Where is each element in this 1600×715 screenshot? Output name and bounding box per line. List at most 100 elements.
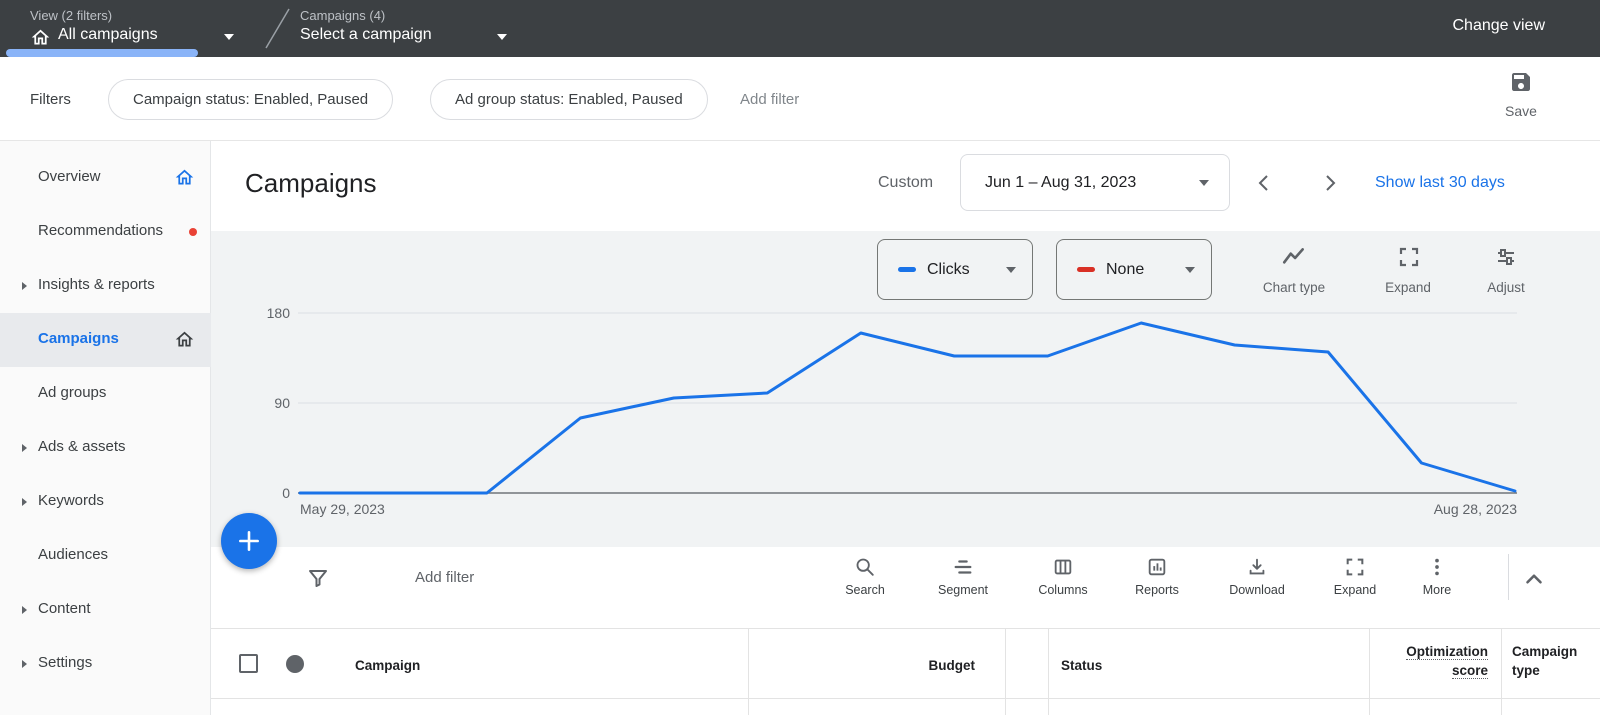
sidebar-item-insights-reports[interactable]: Insights & reports [0, 259, 211, 313]
caret-down-icon [1006, 267, 1016, 273]
metric-color-swatch [1077, 267, 1095, 272]
view-scope-eyebrow: View (2 filters) [30, 8, 112, 23]
google-ads-campaigns-page: View (2 filters) All campaigns Campaigns… [0, 0, 1600, 715]
sidebar-item-campaigns[interactable]: Campaigns [0, 313, 211, 367]
filter-funnel-icon[interactable] [306, 566, 330, 590]
expand-arrow-icon [22, 606, 27, 614]
sidebar-item-recommendations[interactable]: Recommendations [0, 205, 211, 259]
metric-color-swatch [898, 267, 916, 272]
save-label: Save [1497, 103, 1545, 119]
filter-bar: Filters Campaign status: Enabled, Paused… [0, 57, 1600, 141]
filter-chip-adgroup-status[interactable]: Ad group status: Enabled, Paused [430, 79, 708, 120]
chart-adjust-button[interactable]: Adjust [1471, 245, 1541, 299]
primary-metric-dropdown[interactable]: Clicks [877, 239, 1033, 300]
view-scope-label: All campaigns [58, 26, 158, 44]
more-vertical-icon [1426, 556, 1448, 578]
column-header-campaign[interactable]: Campaign [355, 656, 420, 675]
home-icon [174, 329, 195, 350]
primary-metric-label: Clicks [927, 261, 1006, 279]
filters-label: Filters [30, 91, 71, 108]
column-header-budget[interactable]: Budget [760, 656, 975, 675]
caret-down-icon [1185, 267, 1195, 273]
sidebar-item-overview[interactable]: Overview [0, 151, 211, 205]
y-axis-tick-0: 0 [250, 485, 290, 501]
new-campaign-button[interactable] [221, 513, 277, 569]
search-button[interactable]: Search [820, 552, 910, 608]
download-icon [1246, 556, 1268, 578]
x-axis-label-end: Aug 28, 2023 [1405, 501, 1517, 517]
campaign-scope-label: Select a campaign [300, 26, 432, 44]
change-view-button[interactable]: Change view [1400, 17, 1545, 35]
chart-type-button[interactable]: Chart type [1251, 245, 1337, 299]
columns-icon [1052, 556, 1074, 578]
view-scope-selector[interactable]: All campaigns [8, 22, 258, 52]
reports-button[interactable]: Reports [1112, 552, 1202, 608]
show-last-30-days-link[interactable]: Show last 30 days [1375, 174, 1505, 192]
home-icon [30, 27, 51, 48]
x-axis-label-start: May 29, 2023 [300, 501, 385, 517]
add-filter-input[interactable]: Add filter [740, 91, 799, 108]
column-divider [1005, 629, 1006, 715]
home-icon [174, 167, 195, 188]
status-circle-icon[interactable] [286, 655, 304, 673]
toolbar-divider [1508, 554, 1509, 600]
sidebar-item-ads-assets[interactable]: Ads & assets [0, 421, 211, 475]
column-divider [1501, 629, 1502, 715]
y-axis-tick-180: 180 [250, 305, 290, 321]
columns-button[interactable]: Columns [1018, 552, 1108, 608]
column-divider [1369, 629, 1370, 715]
secondary-metric-dropdown[interactable]: None [1056, 239, 1212, 300]
chart-expand-button[interactable]: Expand [1373, 245, 1443, 299]
expand-arrow-icon [22, 498, 27, 506]
clicks-series-line [300, 323, 1515, 493]
sidebar-item-settings[interactable]: Settings [0, 637, 211, 691]
column-divider [748, 629, 749, 715]
select-all-checkbox[interactable] [239, 654, 258, 673]
column-header-status[interactable]: Status [1061, 656, 1102, 675]
adjust-sliders-icon [1494, 245, 1518, 269]
table-add-filter-button[interactable]: Add filter [415, 569, 474, 586]
top-navigation-bar: View (2 filters) All campaigns Campaigns… [0, 0, 1600, 57]
campaigns-table-header: Campaign Budget Status Optimization scor… [211, 629, 1600, 699]
breadcrumb-separator-icon [260, 6, 294, 51]
collapse-chart-chevron-up[interactable] [1521, 566, 1547, 592]
column-header-campaign-type[interactable]: Campaign type [1512, 642, 1600, 680]
expand-icon [1397, 245, 1421, 269]
caret-down-icon [1199, 180, 1209, 186]
save-filters-button[interactable]: Save [1497, 70, 1545, 128]
caret-down-icon [497, 34, 507, 40]
sidebar-item-keywords[interactable]: Keywords [0, 475, 211, 529]
expand-arrow-icon [22, 660, 27, 668]
filter-chip-campaign-status[interactable]: Campaign status: Enabled, Paused [108, 79, 393, 120]
column-divider [1048, 629, 1049, 715]
previous-period-button[interactable] [1252, 171, 1276, 195]
segment-icon [952, 556, 974, 578]
table-toolbar: Add filter Search Segment Columns Report… [211, 547, 1600, 629]
next-period-button[interactable] [1318, 171, 1342, 195]
column-header-optimization-score[interactable]: Optimization score [1369, 642, 1488, 680]
segment-button[interactable]: Segment [918, 552, 1008, 608]
sidebar-item-ad-groups[interactable]: Ad groups [0, 367, 211, 421]
campaign-scope-eyebrow: Campaigns (4) [300, 8, 385, 23]
sidebar-item-content[interactable]: Content [0, 583, 211, 637]
sidebar-item-audiences[interactable]: Audiences [0, 529, 211, 583]
plus-icon [236, 528, 262, 554]
reports-icon [1146, 556, 1168, 578]
save-icon [1509, 70, 1533, 94]
date-range-value: Jun 1 – Aug 31, 2023 [985, 174, 1136, 192]
table-expand-button[interactable]: Expand [1310, 552, 1400, 608]
date-range-picker[interactable]: Jun 1 – Aug 31, 2023 [960, 154, 1230, 211]
left-navigation: Overview Recommendations Insights & repo… [0, 141, 211, 715]
more-button[interactable]: More [1392, 552, 1482, 608]
performance-chart-section: Clicks None Chart type Expand Adjust 180… [211, 231, 1600, 547]
page-header: Campaigns Custom Jun 1 – Aug 31, 2023 Sh… [211, 141, 1600, 231]
caret-down-icon [224, 34, 234, 40]
download-button[interactable]: Download [1212, 552, 1302, 608]
chart-type-icon [1281, 245, 1307, 271]
date-mode-label: Custom [878, 174, 933, 192]
campaign-scope-selector[interactable]: Select a campaign [300, 22, 520, 52]
expand-arrow-icon [22, 282, 27, 290]
clicks-line-chart[interactable] [298, 311, 1517, 497]
page-title: Campaigns [245, 168, 377, 199]
y-axis-tick-90: 90 [250, 395, 290, 411]
